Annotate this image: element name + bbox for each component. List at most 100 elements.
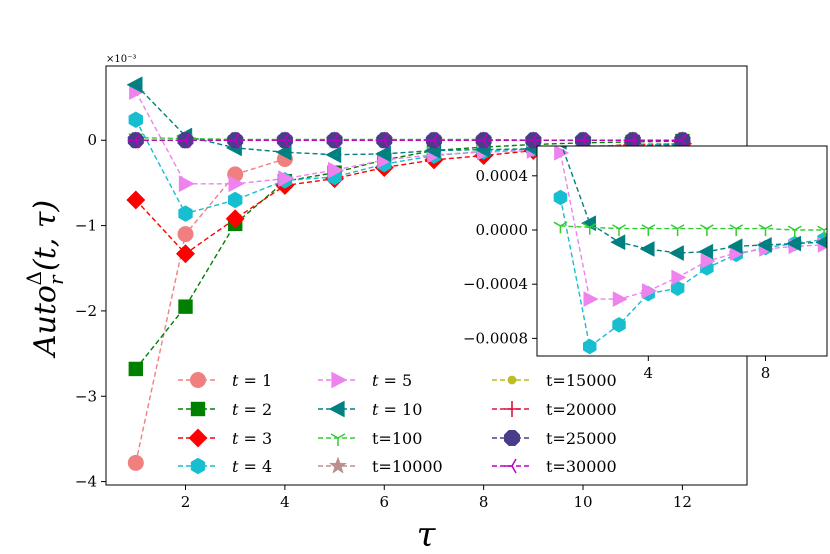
data-point-t-30000 — [127, 132, 141, 148]
data-point-t-3 — [126, 190, 146, 210]
data-point-t-10 — [815, 236, 827, 249]
y-tick-label: −0.0008 — [463, 329, 528, 347]
legend-label: t=10000 — [372, 457, 443, 476]
data-point-t-2 — [128, 361, 144, 377]
series-line-t-4 — [559, 197, 825, 348]
x-axis-label: τ — [417, 515, 437, 554]
legend-item-t-3: t = 3 — [178, 428, 272, 448]
data-point-t-4 — [670, 280, 685, 297]
legend-marker — [190, 372, 206, 388]
x-tick-label: 8 — [479, 493, 489, 511]
series-line-t-3 — [135, 143, 683, 255]
y-axis-label: AutorΔ(t, τ) — [22, 200, 68, 359]
data-point-t-3 — [175, 244, 196, 264]
x-tick-label: 4 — [644, 364, 654, 382]
x-tick-label: 12 — [673, 493, 692, 511]
data-point-t-100 — [641, 224, 656, 237]
series-line-t-1 — [135, 158, 286, 463]
y-axis-label-base: Auto — [28, 285, 63, 359]
legend-marker — [331, 371, 348, 389]
data-point-t-100 — [817, 225, 827, 238]
data-point-t-30000 — [276, 132, 290, 148]
legend-item-t-10000: t=10000 — [318, 456, 443, 476]
y-axis-label-args: (t, τ) — [28, 200, 63, 271]
legend-label: t=25000 — [546, 429, 617, 448]
data-point-t-10 — [727, 238, 743, 255]
data-point-t-100 — [582, 222, 597, 235]
y-scale-factor: ×10⁻³ — [106, 54, 136, 65]
legend-item-t-100: t=100 — [318, 429, 422, 448]
x-tick-label: 2 — [181, 493, 191, 511]
y-tick-label: −3 — [75, 387, 97, 405]
y-axis-label-superscript: Δ — [22, 271, 46, 285]
x-tick-label: 8 — [761, 364, 771, 382]
legend-label: t=20000 — [546, 400, 617, 419]
inset-plot-frame — [536, 145, 828, 357]
y-tick-label: −2 — [75, 302, 97, 320]
y-tick-label: −1 — [75, 217, 97, 235]
legend-item-t-4: t = 4 — [178, 457, 272, 476]
legend-label: t = 3 — [232, 429, 272, 448]
data-point-t-5 — [228, 175, 245, 193]
legend-marker — [328, 400, 345, 418]
y-axis-label-subscript: r — [44, 274, 68, 285]
x-tick-label: 10 — [573, 493, 592, 511]
legend-marker — [504, 401, 520, 417]
data-point-t-30000 — [227, 132, 240, 148]
y-tick-label: −0.0004 — [463, 275, 528, 293]
series-line-t-2 — [135, 140, 683, 370]
data-point-t-4 — [228, 191, 243, 209]
data-point-t-1 — [177, 226, 194, 243]
legend: t = 1 t = 2 t = 3 t = 4 t = 5 t = 10 t=100 t=10… — [178, 371, 617, 476]
data-point-t-5 — [554, 146, 570, 161]
data-point-t-100 — [700, 224, 714, 237]
legend-item-t-5: t = 5 — [318, 371, 412, 390]
data-point-t-10 — [610, 234, 626, 251]
data-point-t-5 — [583, 291, 599, 308]
legend-item-t-15000: t=15000 — [492, 371, 617, 390]
series-t-10 — [559, 146, 827, 261]
data-point-t-5 — [278, 170, 295, 188]
legend-item-t-10: t = 10 — [318, 400, 422, 419]
legend-label: t=30000 — [546, 457, 617, 476]
data-point-t-4 — [553, 189, 568, 206]
data-point-t-10 — [785, 235, 802, 252]
data-point-t-10 — [698, 243, 714, 260]
data-point-t-5 — [612, 291, 628, 308]
legend-item-t-2: t = 2 — [178, 400, 272, 419]
x-tick-label: 4 — [280, 493, 290, 511]
inset-series-group — [553, 146, 827, 355]
inset-y-axis: 0.0004 0.0000 −0.0004 −0.0008 — [463, 167, 537, 347]
data-point-t-30000 — [177, 132, 191, 148]
legend-marker — [190, 457, 206, 475]
data-point-t-10 — [559, 146, 567, 150]
data-point-t-10 — [126, 76, 143, 94]
data-point-t-100 — [758, 224, 773, 237]
y-tick-label: −4 — [75, 473, 97, 491]
legend-item-t-25000: t=25000 — [492, 429, 617, 448]
data-point-t-30000 — [425, 132, 439, 148]
legend-label: t = 10 — [372, 400, 422, 419]
data-point-t-30000 — [326, 132, 340, 148]
legend-label: t = 4 — [232, 457, 272, 476]
data-point-t-4 — [612, 317, 626, 333]
data-point-t-10 — [374, 145, 391, 163]
series-line-t-10 — [135, 84, 683, 156]
series-line-t-5 — [559, 152, 825, 300]
series-line-t-100 — [135, 137, 683, 141]
data-point-t-100 — [612, 224, 626, 237]
legend-marker — [328, 456, 348, 474]
data-point-t-4 — [128, 111, 143, 129]
legend-marker — [190, 401, 206, 417]
series-t-100 — [553, 221, 827, 238]
series-line-t-10 — [561, 146, 825, 254]
x-tick-label: 6 — [379, 493, 389, 511]
legend-item-t-30000: t=30000 — [492, 457, 617, 476]
data-point-t-5 — [642, 283, 658, 299]
data-point-t-10 — [756, 236, 772, 253]
data-point-t-100 — [729, 224, 744, 237]
legend-marker — [188, 428, 208, 448]
legend-label: t = 2 — [232, 400, 272, 419]
main-x-axis: 2 4 6 8 10 12 — [181, 485, 692, 511]
